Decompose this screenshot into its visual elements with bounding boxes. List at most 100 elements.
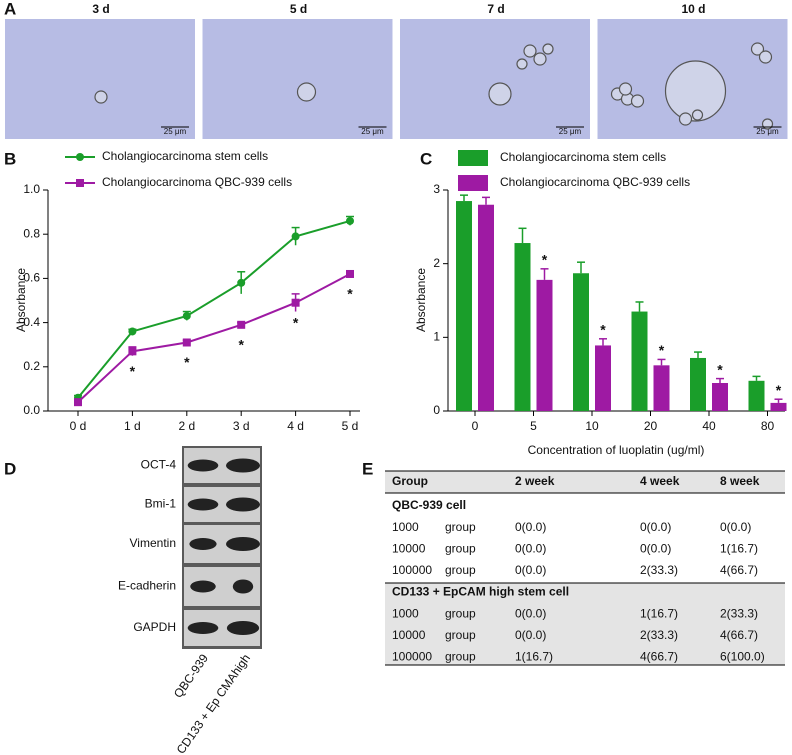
table-cell: 1(16.7) (515, 650, 553, 664)
micrograph (400, 19, 590, 139)
x-tick-label: 0 (472, 419, 479, 433)
y-tick-label: 0.6 (23, 271, 40, 285)
cell (691, 109, 704, 121)
x-tick-label: 1 d (124, 419, 141, 433)
image-title: 7 d (487, 2, 504, 16)
line-series (77, 273, 351, 403)
significance-label: * (600, 322, 606, 338)
table-cell: 1000 (392, 520, 419, 534)
panel-label: B (4, 149, 16, 168)
y-tick-label: 3 (433, 182, 440, 196)
cell (94, 90, 108, 104)
table-cell: 1(16.7) (640, 607, 678, 621)
blot-row-label: OCT-4 (141, 458, 177, 472)
point (346, 216, 354, 225)
table-cell: 10000 (392, 628, 426, 642)
significance-label: * (776, 382, 782, 398)
table-cell: 2(33.3) (640, 563, 678, 577)
table-cell: group (445, 542, 476, 556)
cell (516, 58, 528, 70)
x-tick-label: 3 d (233, 419, 250, 433)
scale-bar-label: 25 μm (756, 127, 779, 136)
panel-label: E (362, 459, 373, 478)
x-tick-label: 5 d (342, 419, 359, 433)
y-axis-label: Absorbance (14, 268, 28, 332)
x-tick-label: 20 (644, 419, 658, 433)
table-cell: 0(0.0) (515, 520, 546, 534)
bar (690, 357, 706, 411)
table-cell: group (445, 628, 476, 642)
point (182, 338, 191, 347)
x-axis-label: Concentration of luoplatin (ug/ml) (528, 443, 705, 457)
blot-band (187, 459, 219, 472)
table-cell: 0(0.0) (515, 628, 546, 642)
table-cell: 0(0.0) (640, 520, 671, 534)
legend-swatch (458, 150, 488, 166)
scale-bar-label: 25 μm (164, 127, 187, 136)
bar (712, 383, 728, 411)
table-header: 4 week (640, 474, 680, 488)
blot-row-label: Bmi-1 (145, 497, 177, 511)
blot-band (187, 498, 219, 511)
blot-band (189, 538, 217, 550)
legend-marker (76, 153, 84, 161)
significance-label: * (238, 337, 244, 353)
point (291, 232, 300, 241)
legend-marker (76, 179, 84, 187)
significance-label: * (184, 354, 190, 370)
blot-row-label: GAPDH (133, 620, 176, 634)
scale-bar-label: 25 μm (559, 127, 582, 136)
cell (630, 94, 645, 108)
panel-label: C (420, 149, 432, 168)
y-tick-label: 1 (433, 330, 440, 344)
y-tick-label: 0.4 (23, 315, 40, 329)
blot-lane-label: QBC-939 (171, 651, 211, 700)
cell (750, 42, 765, 56)
scale-bar-label: 25 μm (361, 127, 384, 136)
image-title: 10 d (681, 2, 705, 16)
image-title: 3 d (92, 2, 109, 16)
legend-label: Cholangiocarcinoma stem cells (102, 149, 268, 163)
bar (456, 201, 472, 411)
point (128, 327, 137, 336)
blot-band (187, 622, 219, 634)
table-cell: 10000 (392, 542, 426, 556)
micrograph (5, 19, 195, 139)
cell (488, 82, 512, 106)
panel-label: D (4, 459, 16, 478)
significance-label: * (130, 363, 136, 379)
table-cell: 4(66.7) (720, 628, 758, 642)
cell (758, 50, 773, 64)
bar (536, 279, 553, 411)
table-cell: 2(33.3) (640, 628, 678, 642)
table-header-bg (385, 471, 785, 493)
legend-label: Cholangiocarcinoma QBC-939 cells (500, 175, 690, 189)
cell (533, 52, 547, 66)
table-cell: group (445, 607, 476, 621)
x-tick-label: 2 d (178, 419, 195, 433)
bar (770, 402, 787, 411)
blot-band (226, 537, 260, 551)
table-cell: 4(66.7) (720, 563, 758, 577)
y-tick-label: 2 (433, 256, 440, 270)
x-tick-label: 0 d (70, 419, 87, 433)
x-tick-label: 80 (761, 419, 775, 433)
cell (296, 82, 317, 102)
bar (514, 243, 531, 411)
table-cell: group (445, 563, 476, 577)
cell (664, 60, 727, 122)
significance-label: * (717, 361, 723, 377)
y-tick-label: 0.2 (23, 359, 40, 373)
blot-row-label: E-cadherin (118, 579, 176, 593)
bar (748, 380, 765, 411)
cell (542, 43, 554, 55)
micrograph (202, 19, 393, 139)
significance-label: * (347, 286, 353, 302)
table-cell: 1000 (392, 607, 419, 621)
significance-label: * (542, 252, 548, 268)
blot-band (232, 579, 254, 594)
blot-row-label: Vimentin (130, 536, 176, 550)
table-cell: 0(0.0) (515, 563, 546, 577)
x-tick-label: 5 (530, 419, 537, 433)
point (74, 398, 82, 407)
